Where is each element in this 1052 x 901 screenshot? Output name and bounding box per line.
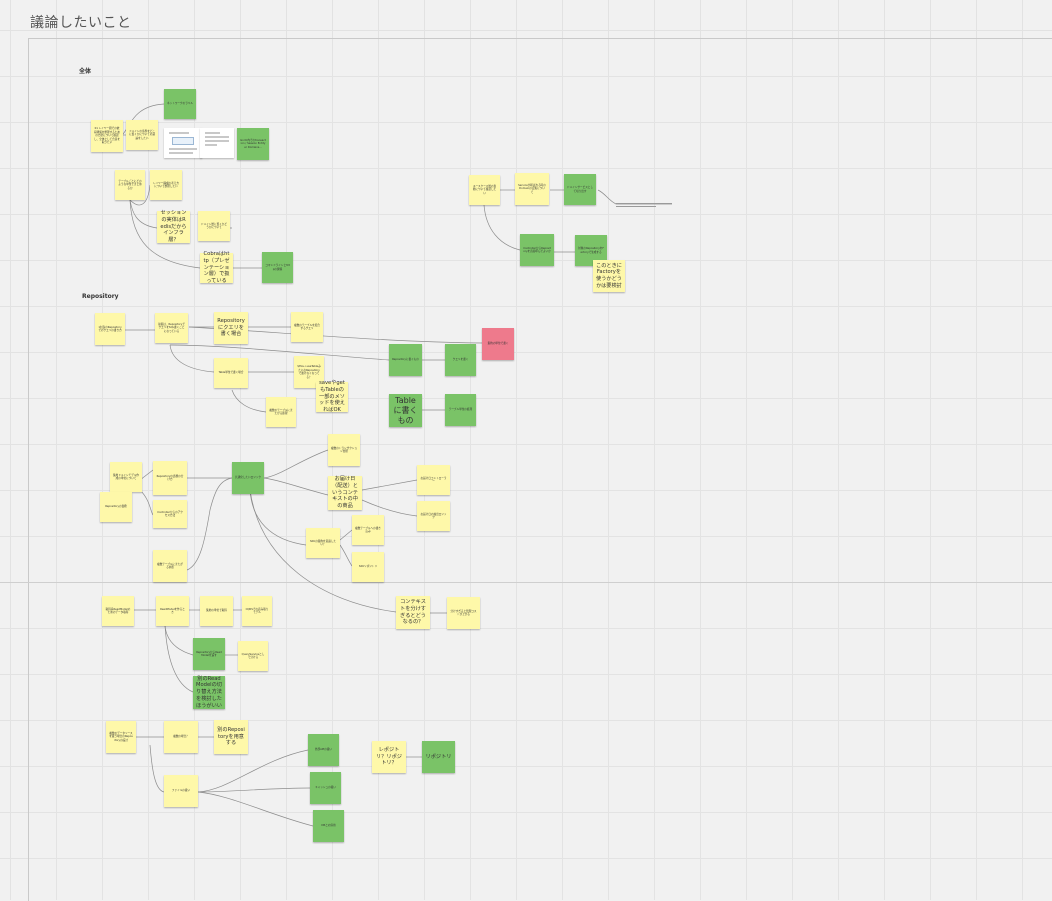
sticky-note-green[interactable]: Tableに書くもの [389, 394, 422, 427]
sticky-note-green[interactable]: 別のReadModelの切り替え方法を検討したほうがいい [193, 676, 225, 709]
sticky-note-yellow[interactable]: 複数の場合？ [164, 721, 198, 753]
sticky-note-yellow[interactable]: saveやgetもTableの一部のメソッドを使えればOK [316, 380, 348, 413]
sticky-note-green[interactable]: Gorm内でのtransaction / Session Entity er D… [237, 128, 269, 160]
sticky-note-yellow[interactable]: Repositoryの責務の分け方 [153, 461, 187, 495]
sticky-note-green[interactable]: リポジトリ [422, 741, 455, 773]
sticky-note-green[interactable]: 外部APIの扱い [308, 734, 339, 766]
sticky-note-yellow[interactable]: お届け日コントローラー [417, 465, 450, 495]
sticky-note-yellow[interactable]: お届け日の抽出ロジック [417, 501, 450, 531]
sticky-note-yellow[interactable]: 前提は、RepositoryでクエリをSQL書くことになっている [155, 313, 188, 343]
sticky-note-yellow[interactable]: テーブルごとにどのような単位でまとめるか [115, 170, 145, 200]
sticky-note-yellow[interactable]: コンテキストを分けすぎるとどうなるの？ [396, 596, 430, 629]
sticky-note-green[interactable]: コマンドラインとhttpの関係 [262, 252, 293, 283]
sticky-note-yellow[interactable]: Table単位で書く場合 [214, 358, 248, 388]
sticky-note-yellow[interactable]: Repositoryにクエリを書く場合 [214, 312, 248, 344]
sticky-note-yellow[interactable]: ReadModelを作るとき [156, 596, 189, 626]
sticky-note-yellow[interactable]: Cobraはhttp（プレゼンテーション層）で扱っている [200, 251, 233, 284]
embedded-document-thumbnail[interactable] [200, 128, 234, 158]
sticky-note-yellow[interactable]: ユースケース層の責務について確認したい [469, 175, 500, 205]
sticky-note-yellow[interactable]: レポジトリ？リポジトリ？ [372, 741, 406, 773]
sticky-note-yellow[interactable]: 複数テーブルへの書き込み [352, 515, 384, 545]
sticky-note-yellow[interactable]: Serviceが呼ばれる時のDomainの定義について [515, 173, 549, 205]
sticky-note-yellow[interactable]: 複数のデータソースを扱う場合のRepositoryの設計 [106, 721, 136, 753]
sticky-note-green[interactable]: Repositoryに書くもの [389, 344, 422, 376]
sticky-note-yellow[interactable]: 集約ドメインモデル作成の単位について [110, 462, 142, 492]
sticky-note-green[interactable]: クエリを書く [445, 344, 476, 376]
sticky-note-yellow[interactable]: お届け日（配送）というコンテキストの中の商品 [328, 476, 362, 510]
stacked-notes-edge [616, 206, 656, 207]
sticky-note-green[interactable]: キャッシュの扱い [310, 772, 341, 804]
sticky-note-green[interactable]: ControllerからRepositoryを直接呼んでよいか [520, 234, 554, 266]
sticky-note-yellow[interactable]: SKUの集約を意識したい？ [306, 528, 340, 558]
sticky-note-yellow[interactable]: Controllerからのアクセス方法 [153, 500, 187, 528]
sticky-note-yellow[interactable]: 1対多のRepositoryでのクエリの書き方 [95, 313, 125, 345]
sticky-note-yellow[interactable]: 複数のテーブルを結合するクエリ [291, 312, 323, 342]
sticky-note-yellow[interactable]: セッションの実体はRedisだからインフラ層？ [157, 210, 190, 243]
sticky-note-yellow[interactable]: 取得系ReadModelのためのデータ取得 [102, 596, 134, 626]
sticky-note-green[interactable]: RepositoryからReadModelを返す [193, 638, 225, 670]
sticky-note-yellow[interactable]: 分けすぎると管理コストが上がる [447, 597, 480, 629]
sticky-note-yellow[interactable]: Repositoryの責務 [100, 492, 132, 522]
board-title: 議論したいこと [30, 15, 132, 31]
sticky-note-yellow[interactable]: 別のRepositoryを用意する [214, 720, 248, 754]
sticky-note-green[interactable]: DBとの併用 [313, 810, 344, 842]
sticky-note-yellow[interactable]: レイヤー構成の考え方について整理したい [150, 170, 182, 200]
sticky-note-yellow[interactable]: ドメインの境界をどこに置くかについての議論をしたい [126, 120, 158, 150]
sticky-note-yellow[interactable]: QueryServiceとして分ける [238, 641, 268, 671]
stacked-notes-edge [616, 203, 672, 204]
sticky-note-green[interactable]: ネットワークのラベル [164, 89, 196, 119]
sticky-note-yellow[interactable]: 集約の単位で取得 [200, 596, 233, 626]
sticky-note-yellow[interactable]: 複数のテーブルにまたがる処理 [266, 397, 296, 427]
sticky-note-green[interactable]: テーブル単位の処理 [445, 394, 476, 426]
sticky-note-pink[interactable]: 集約の単位で書く [482, 328, 514, 360]
sticky-note-yellow[interactable]: CQRSでの読み取りモデル [242, 596, 272, 626]
sticky-note-green[interactable]: ドメインサービスとして切り出す [564, 174, 596, 205]
sticky-note-yellow[interactable]: 複数のトランザクション管理 [328, 434, 360, 466]
sticky-note-yellow[interactable]: SKUリポジトリ [352, 552, 384, 582]
sticky-note-yellow[interactable]: ファイルの扱い [164, 775, 198, 807]
sticky-note-green[interactable]: 共通化したいロジック [232, 462, 264, 494]
section-label-repository: Repository [82, 293, 119, 300]
sticky-note-yellow[interactable]: このときにFactoryを使うかどうかは要検討 [593, 260, 625, 292]
sticky-note-yellow[interactable]: 01 レイヤー間での依存関係を整理するための方針について確認し、全体として合意を… [91, 120, 123, 152]
embedded-document-thumbnail[interactable] [164, 128, 202, 158]
sticky-note-yellow[interactable]: ドメイン層に置くかどうかについて [198, 211, 230, 241]
section-label-overall: 全体 [79, 68, 92, 75]
frame-divider [0, 582, 1052, 583]
sticky-note-yellow[interactable]: 複数テーブルにまたがる参照 [153, 550, 187, 582]
